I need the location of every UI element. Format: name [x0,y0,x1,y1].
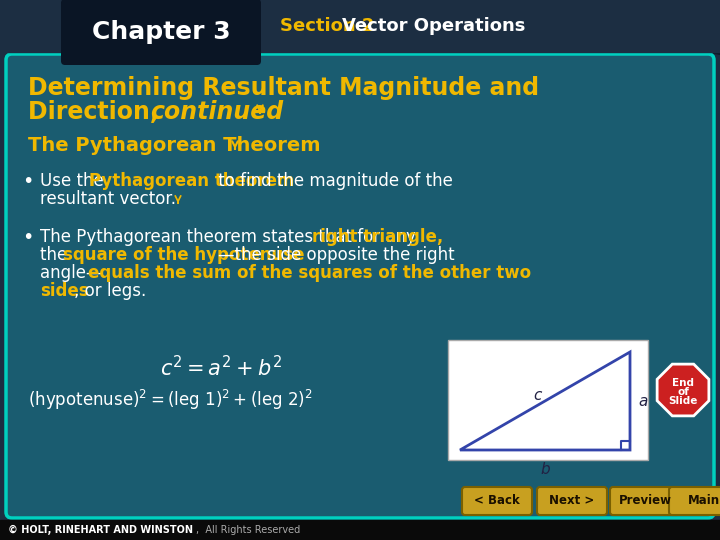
Polygon shape [400,0,720,55]
Text: End: End [672,378,694,388]
Text: a: a [638,394,647,408]
Text: Determining Resultant Magnitude and: Determining Resultant Magnitude and [28,76,539,100]
Text: continued: continued [150,100,283,124]
Text: $(\mathrm{hypotenuse})^2 = (\mathrm{leg\ 1})^2 + (\mathrm{leg\ 2})^2$: $(\mathrm{hypotenuse})^2 = (\mathrm{leg\… [28,388,313,412]
Text: equals the sum of the squares of the other two: equals the sum of the squares of the oth… [88,264,531,282]
Text: right triangle,: right triangle, [312,228,444,246]
Text: •: • [22,172,33,191]
Polygon shape [657,364,709,416]
Text: —the side opposite the right: —the side opposite the right [218,246,454,264]
Text: to find the magnitude of the: to find the magnitude of the [213,172,453,190]
Bar [0,0,720,52]
Text: The Pythagorean theorem states that for any: The Pythagorean theorem states that for … [40,228,421,246]
Text: resultant vector.: resultant vector. [40,190,176,208]
Text: Use the: Use the [40,172,109,190]
FancyBboxPatch shape [61,0,261,65]
Text: angle—: angle— [40,264,103,282]
Text: Direction,: Direction, [28,100,167,124]
FancyBboxPatch shape [462,487,532,515]
Text: The Pythagorean Theorem: The Pythagorean Theorem [28,136,320,155]
Text: Chapter 3: Chapter 3 [91,20,230,44]
Text: Preview: Preview [618,495,672,508]
Text: Main: Main [688,495,720,508]
Bar [0,520,720,540]
Text: , or legs.: , or legs. [74,282,146,300]
FancyBboxPatch shape [669,487,720,515]
Text: Next >: Next > [549,495,595,508]
Text: square of the hypotenuse: square of the hypotenuse [63,246,305,264]
Text: c: c [533,388,541,403]
Text: b: b [540,462,550,477]
Text: the: the [40,246,73,264]
Bar [448,340,648,460]
Text: Pythagorean theorem: Pythagorean theorem [89,172,294,190]
Text: $c^2 = a^2 + b^2$: $c^2 = a^2 + b^2$ [160,355,282,380]
Text: Section 2: Section 2 [280,17,381,35]
Text: Vector Operations: Vector Operations [342,17,526,35]
Text: •: • [22,228,33,247]
Text: < Back: < Back [474,495,520,508]
Text: ,  All Rights Reserved: , All Rights Reserved [196,525,300,535]
Text: of: of [677,387,689,397]
FancyBboxPatch shape [537,487,607,515]
FancyBboxPatch shape [6,54,714,518]
Text: Slide: Slide [668,396,698,406]
FancyBboxPatch shape [610,487,680,515]
Text: © HOLT, RINEHART AND WINSTON: © HOLT, RINEHART AND WINSTON [8,525,193,535]
Text: sides: sides [40,282,89,300]
